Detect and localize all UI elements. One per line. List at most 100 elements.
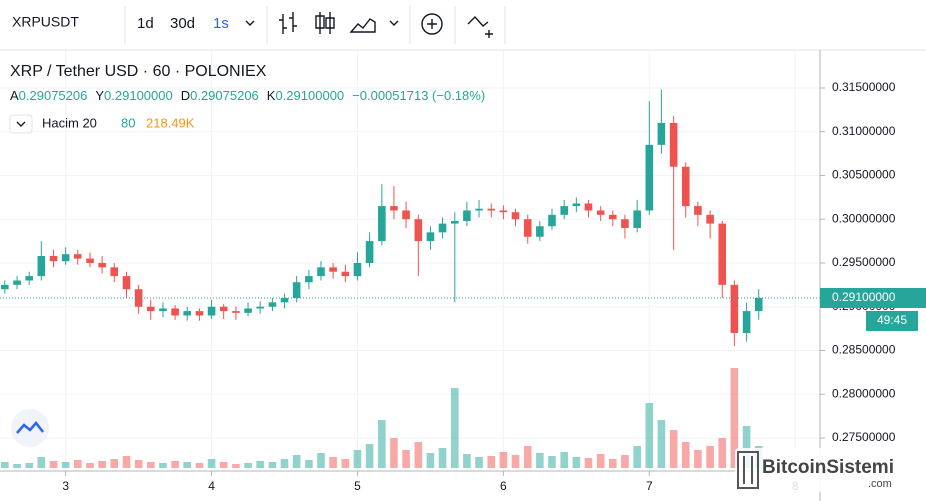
candle-body [292,282,301,298]
candle-body [98,262,106,268]
candle-body [402,210,410,220]
volume-value: 218.49K [146,115,195,130]
volume-bar [584,458,593,468]
candle-body [390,206,398,211]
watermark: BitcoinSistemi [762,457,894,478]
candle-body [572,203,581,207]
chart-title: XRP / Tether USD · 60 · POLONIEX [10,63,267,80]
candle-body [450,220,459,224]
countdown-box [866,310,918,331]
volume-bar [73,460,82,468]
candle-body [511,212,520,220]
y-tick-label: 0.27500000 [832,430,896,444]
area-icon[interactable] [349,18,376,33]
candle-body [37,255,46,277]
volume-bar [511,455,520,468]
volume-bar [523,446,532,468]
volume-bar [232,464,240,468]
volume-bar [536,453,544,468]
volume-bar [390,438,398,468]
candle-body [25,276,33,281]
candle-body [584,203,593,211]
candle-body [414,219,423,242]
volume-bar [499,452,508,468]
volume-bar [681,442,690,468]
volume-bar [280,459,289,468]
candle-body [256,306,264,309]
volume-bar [718,438,727,468]
candle-body [609,214,617,220]
candle-body [378,206,386,242]
volume-bar [730,368,739,468]
candle-body [754,297,763,312]
indicator-icon[interactable] [467,15,493,38]
volume-bar [657,420,666,468]
volume-bar [207,459,216,468]
volume-bar [450,388,459,468]
volume-bar [475,457,483,468]
candle-body [596,210,605,215]
logo[interactable] [11,409,49,447]
candle-body [280,297,289,303]
ohlc-key: Y [95,88,104,103]
candle-body [232,311,240,313]
candle-body [487,208,496,211]
volume-bar [219,462,228,468]
candle-body [195,311,204,316]
volume-bar [37,457,46,468]
volume-bar [742,426,751,468]
volume-name: Hacim 20 [42,115,97,130]
volume-bar [402,450,410,468]
candle-body [219,306,228,312]
ohlc-value: 0.29100000 [275,88,344,103]
volume-bar [1,462,9,468]
dropdown[interactable] [389,20,399,26]
range-button[interactable]: 30d [170,15,195,32]
bars-icon[interactable] [279,12,297,34]
candle-body [463,210,471,221]
candle-body [183,311,191,316]
candle-body [305,276,313,283]
volume-bar [645,403,654,468]
volume-bar [341,459,350,468]
candle-body [681,166,690,207]
volume-bar [268,462,277,468]
candle-body [73,254,82,259]
collapse-button[interactable] [9,114,33,134]
dropdown[interactable] [245,20,255,26]
range-button[interactable]: 1d [137,15,154,32]
candle-body [110,267,119,277]
volume-bar [110,459,119,468]
volume-bar [98,461,106,468]
change: −0.00051713 (−0.18%) [352,88,485,103]
add-icon[interactable] [421,13,443,35]
overlay: 0.275000000.280000000.285000000.29000000… [62,80,926,493]
candle-body [365,241,374,263]
candle-body [694,206,702,215]
toolbar [0,0,926,50]
volume-bar [25,463,33,468]
ohlc-key: K [267,88,276,103]
candle-body [341,271,350,277]
volume-bar [122,456,131,468]
candle-body [329,267,337,272]
candle-body [718,223,727,285]
volume-bar [305,460,313,468]
volume-bar [159,463,167,468]
candle-body [353,262,362,277]
range-button[interactable]: 1s [213,15,229,32]
candle-body [633,210,641,228]
candle-body [159,308,167,312]
last-price-label: 0.29100000 [832,290,896,304]
candle-body [86,258,94,263]
volume-bar [621,455,629,468]
candle-body [523,219,532,237]
volume-bar [171,461,179,468]
candle-body [49,255,58,262]
volume-count: 80 [121,115,135,130]
symbol[interactable]: XRPUSDT [12,14,79,30]
volume-bar [49,461,58,468]
x-tick-label: 6 [500,479,507,493]
candles-icon[interactable] [315,12,335,34]
watermark-box [735,448,915,492]
